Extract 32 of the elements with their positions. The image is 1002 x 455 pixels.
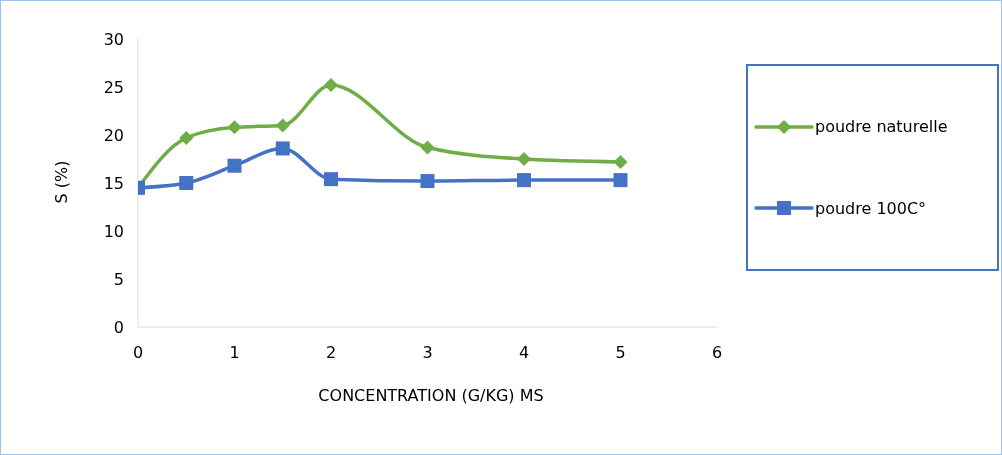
point <box>420 174 435 189</box>
y-axis-title: S (%) <box>51 160 71 204</box>
y-tick-label: 0 <box>113 317 124 337</box>
x-tick-label: 1 <box>229 343 240 363</box>
x-axis-title: CONCENTRATION (G/KG) MS <box>318 385 544 405</box>
legend-label: poudre 100C° <box>815 198 927 218</box>
legend-label: poudre naturelle <box>815 117 948 137</box>
y-tick-label: 20 <box>103 125 124 145</box>
point <box>613 173 628 188</box>
x-tick-label: 5 <box>615 343 626 363</box>
y-tick-label: 5 <box>113 269 124 289</box>
point <box>275 141 290 156</box>
point <box>613 154 628 169</box>
x-tick-label: 0 <box>132 343 144 363</box>
point <box>179 176 194 190</box>
x-tick-label: 6 <box>711 343 723 363</box>
point <box>517 152 531 166</box>
y-tick-label: 25 <box>103 77 124 97</box>
point <box>227 158 242 173</box>
point <box>517 173 531 188</box>
x-tick-label: 3 <box>422 343 433 363</box>
point <box>324 172 338 187</box>
point <box>324 78 338 93</box>
y-tick-label: 10 <box>103 221 124 241</box>
point <box>227 120 242 135</box>
x-tick-label: 4 <box>518 343 530 363</box>
y-tick-label: 15 <box>103 173 124 193</box>
x-tick-label: 2 <box>325 343 337 363</box>
point <box>275 118 290 133</box>
point <box>179 130 194 145</box>
point <box>420 140 435 155</box>
y-tick-label: 30 <box>103 29 124 49</box>
